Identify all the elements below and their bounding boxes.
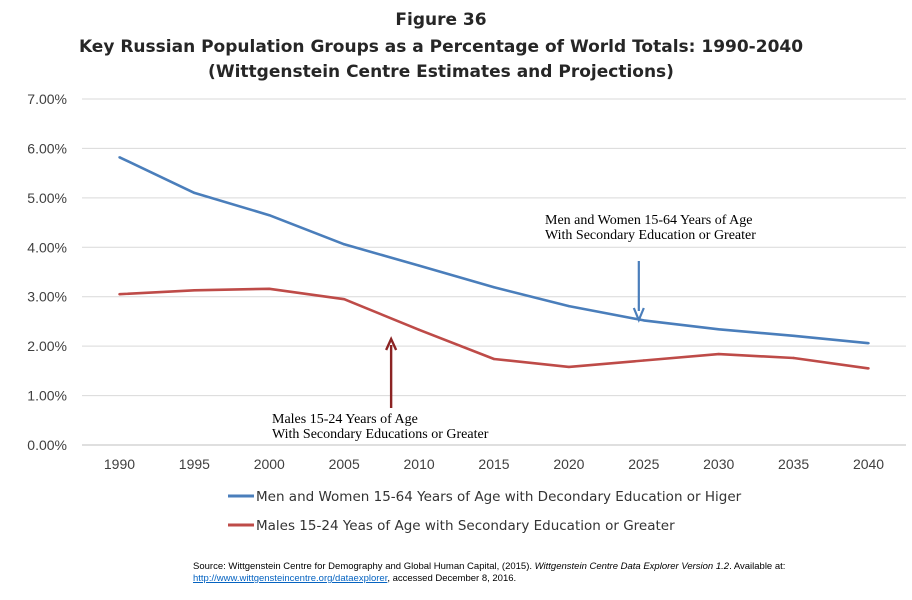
y-tick-label: 2.00%: [27, 338, 67, 354]
source-mid: . Available at:: [729, 561, 786, 572]
series-lines: [118, 156, 870, 370]
x-tick-label: 2035: [778, 456, 809, 472]
source-link[interactable]: http://www.wittgensteincentre.org/dataex…: [193, 573, 388, 584]
data-point: [492, 357, 496, 361]
data-point: [492, 286, 496, 289]
x-tick-label: 2040: [853, 456, 884, 472]
series-line-2: [119, 287, 869, 370]
x-tick-label: 2015: [478, 456, 509, 472]
data-point: [642, 359, 646, 362]
annotation-arrow-head: [632, 307, 645, 323]
data-point: [193, 289, 196, 292]
data-point: [867, 341, 870, 345]
source-suffix: , accessed December 8, 2016.: [387, 573, 517, 584]
annotation-text: With Secondary Education or Greater: [545, 228, 756, 243]
legend-label: Males 15-24 Yeas of Age with Secondary E…: [256, 518, 675, 534]
annotation-arrow-head: [385, 336, 398, 351]
data-point: [417, 328, 421, 332]
x-tick-label: 1990: [104, 456, 135, 472]
y-tick-label: 6.00%: [27, 140, 67, 156]
series-line-1: [118, 156, 869, 345]
figure-label: Figure 36: [395, 10, 486, 30]
source-italic: Wittgenstein Centre Data Explorer Versio…: [534, 561, 730, 572]
x-tick-label: 2010: [404, 456, 435, 472]
y-tick-label: 4.00%: [27, 239, 67, 255]
data-point: [792, 334, 795, 337]
y-tick-label: 5.00%: [27, 190, 67, 206]
data-point: [642, 319, 646, 322]
x-tick-label: 2030: [703, 456, 734, 472]
source-prefix: Source: Wittgenstein Centre for Demograp…: [193, 561, 535, 572]
y-tick-label: 3.00%: [27, 289, 67, 305]
data-point: [867, 367, 870, 370]
data-point: [717, 328, 720, 331]
data-point: [792, 356, 795, 360]
data-point: [717, 352, 720, 356]
annotation-text: With Secondary Educations or Greater: [272, 427, 489, 442]
legend: Men and Women 15-64 Years of Age with De…: [228, 489, 742, 534]
chart-title: Key Russian Population Groups as a Perce…: [79, 37, 803, 57]
data-point: [118, 156, 121, 159]
data-point: [268, 287, 271, 291]
y-tick-label: 7.00%: [27, 91, 67, 107]
x-tick-label: 2005: [329, 456, 360, 472]
data-point: [193, 191, 196, 195]
data-point: [118, 293, 121, 296]
data-point: [268, 213, 271, 217]
annotation-text: Men and Women 15-64 Years of Age: [545, 213, 752, 228]
x-tick-label: 2000: [254, 456, 285, 472]
source-note: Source: Wittgenstein Centre for Demograp…: [193, 561, 793, 585]
x-tick-label: 1995: [179, 456, 210, 472]
data-point: [567, 365, 571, 369]
x-tick-label: 2020: [553, 456, 584, 472]
y-tick-label: 1.00%: [27, 388, 67, 404]
gridlines: [82, 98, 906, 446]
data-point: [417, 264, 421, 267]
axes: 0.00% 1.00% 2.00% 3.00% 4.00% 5.00% 6.00% 7.00%…: [27, 91, 884, 472]
y-tick-label: 0.00%: [27, 437, 67, 453]
data-point: [567, 304, 571, 308]
annotation-text: Males 15-24 Years of Age: [272, 412, 418, 427]
data-point: [342, 297, 346, 301]
x-tick-label: 2025: [628, 456, 659, 472]
data-point: [342, 243, 346, 246]
chart-subtitle: (Wittgenstein Centre Estimates and Proje…: [208, 62, 674, 82]
legend-label: Men and Women 15-64 Years of Age with De…: [256, 489, 742, 505]
